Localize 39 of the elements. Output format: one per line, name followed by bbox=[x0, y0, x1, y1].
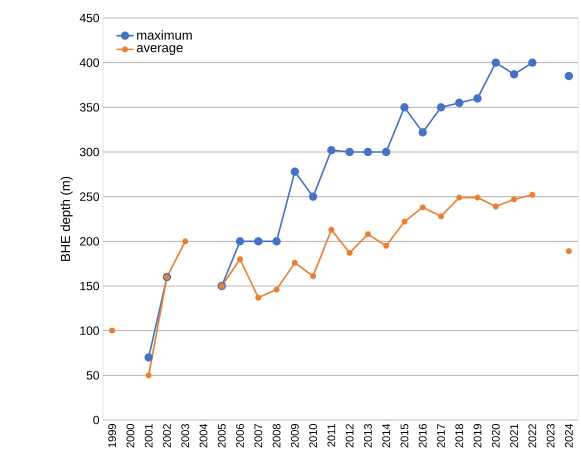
x-tick-label: 2016 bbox=[418, 424, 427, 448]
x-tick-label: 2023 bbox=[546, 424, 554, 448]
x-tick-label: 1999 bbox=[108, 424, 116, 448]
x-tick-label: 2000 bbox=[126, 424, 134, 448]
legend-label: average bbox=[136, 45, 183, 55]
x-tick-label: 2007 bbox=[254, 424, 262, 448]
x-tick-label: 2013 bbox=[364, 424, 372, 448]
x-tick-label: 2014 bbox=[382, 424, 390, 448]
x-tick-label: 2004 bbox=[200, 424, 208, 448]
y-tick-label: 450 bbox=[80, 14, 100, 22]
y-tick-label: 300 bbox=[80, 148, 100, 156]
y-axis-title: BHE depth (m) bbox=[60, 176, 73, 261]
x-tick-label: 2019 bbox=[474, 424, 482, 448]
y-tick-label: 250 bbox=[80, 192, 100, 201]
x-tick-label: 2021 bbox=[510, 424, 518, 448]
x-tick-label: 2018 bbox=[455, 424, 464, 448]
x-tick-label: 2002 bbox=[163, 424, 171, 448]
y-tick-label: 100 bbox=[80, 326, 100, 335]
x-tick-label: 2011 bbox=[327, 424, 336, 447]
x-tick-label: 2010 bbox=[309, 424, 317, 448]
x-tick-label: 2008 bbox=[272, 424, 280, 448]
x-tick-label: 2022 bbox=[528, 424, 536, 448]
y-tick-label: 150 bbox=[80, 282, 100, 290]
x-tick-label: 2017 bbox=[437, 424, 445, 448]
x-tick-label: 2009 bbox=[290, 424, 299, 448]
x-tick-label: 2012 bbox=[346, 424, 354, 448]
y-tick-label: 0 bbox=[93, 416, 100, 424]
y-tick-label: 350 bbox=[80, 103, 100, 112]
x-tick-label: 2024 bbox=[564, 424, 573, 448]
y-tick-label: 400 bbox=[80, 58, 100, 67]
y-tick-label: 50 bbox=[86, 371, 100, 380]
x-tick-label: 2020 bbox=[492, 424, 500, 448]
legend-label: maximum bbox=[137, 30, 192, 40]
x-tick-label: 2001 bbox=[144, 424, 153, 448]
y-tick-label: 200 bbox=[80, 237, 100, 246]
x-tick-label: 2015 bbox=[400, 424, 408, 448]
x-tick-label: 2006 bbox=[236, 424, 244, 448]
x-tick-label: 2005 bbox=[218, 424, 226, 448]
x-tick-label: 2003 bbox=[181, 424, 190, 448]
